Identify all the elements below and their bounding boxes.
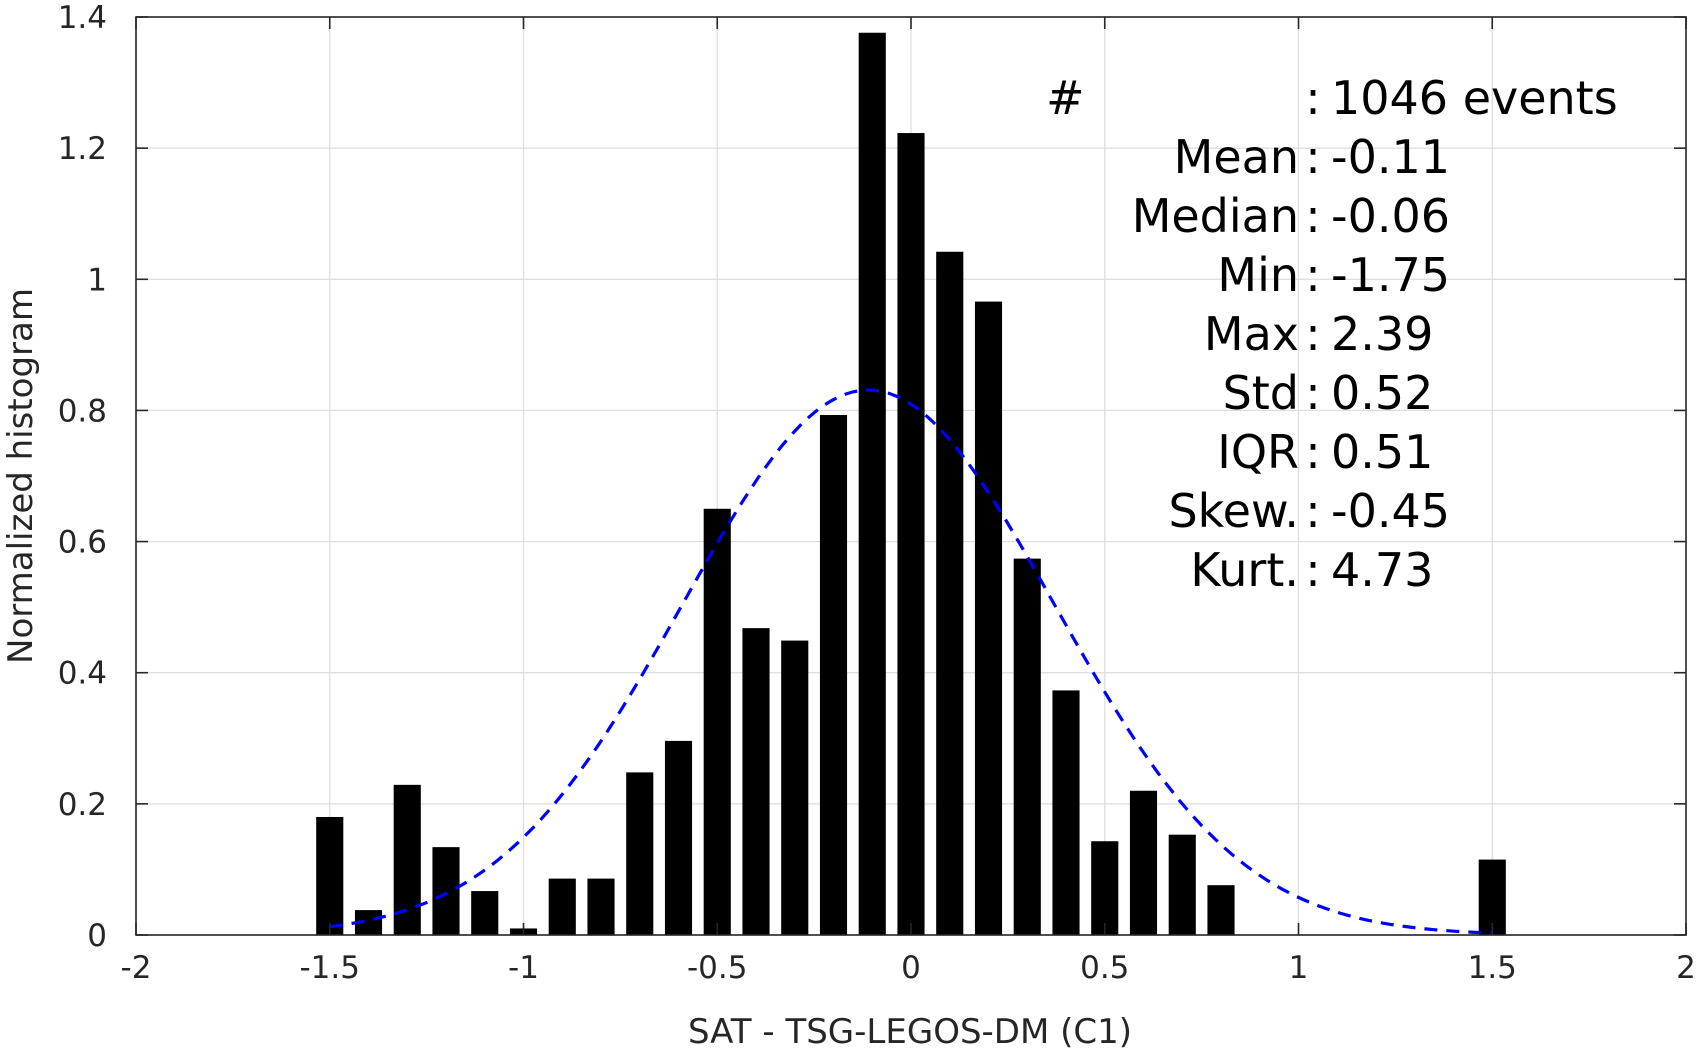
stat-value: -0.11 <box>1331 130 1450 184</box>
histogram-bar <box>626 772 654 935</box>
y-axis-label: Normalized histogram <box>1 288 41 664</box>
x-tick-label: 2 <box>1676 950 1696 986</box>
stat-label: Kurt. <box>1190 543 1299 597</box>
stat-value: 0.51 <box>1331 425 1433 479</box>
y-tick-label: 0.8 <box>58 393 107 429</box>
histogram-bar <box>974 301 1003 936</box>
stat-label: Std <box>1223 366 1299 420</box>
histogram-bar <box>393 784 421 935</box>
stat-colon: : <box>1305 543 1321 597</box>
y-tick-label: 0.6 <box>58 525 107 561</box>
stat-label: Max <box>1204 307 1299 361</box>
stat-label: IQR <box>1217 425 1299 479</box>
x-tick-label: 1 <box>1289 950 1309 986</box>
histogram-bar <box>936 251 964 935</box>
stat-colon: : <box>1305 307 1321 361</box>
x-tick-label: 0.5 <box>1080 950 1129 986</box>
y-tick-label: 0 <box>87 918 107 954</box>
stat-value: -0.06 <box>1331 189 1450 243</box>
x-axis-label: SAT - TSG-LEGOS-DM (C1) <box>688 1012 1132 1052</box>
x-tick-label: 0 <box>901 950 921 986</box>
stat-label: Min <box>1217 248 1299 302</box>
histogram-bar <box>703 508 731 935</box>
stat-value: 2.39 <box>1331 307 1433 361</box>
histogram-bar <box>587 878 615 935</box>
y-tick-label: 1.4 <box>58 0 107 36</box>
histogram-bar <box>1168 834 1196 935</box>
stat-colon: : <box>1305 484 1321 538</box>
x-tick-labels: -2 -1.5 -1 -0.5 0 0.5 1 1.5 2 <box>121 950 1696 986</box>
x-tick-label: -1.5 <box>300 950 361 986</box>
stat-colon: : <box>1305 425 1321 479</box>
histogram-bar <box>1129 790 1158 935</box>
stat-label: Skew. <box>1168 484 1299 538</box>
histogram-bars <box>316 32 1506 936</box>
axis-ticks <box>135 16 1687 936</box>
normal-fit-curve <box>329 388 1493 935</box>
stat-label: Mean <box>1174 130 1299 184</box>
x-tick-label: -1 <box>508 950 539 986</box>
stat-colon: : <box>1305 366 1321 420</box>
stat-value: -0.45 <box>1331 484 1450 538</box>
histogram-bar <box>1013 558 1041 935</box>
histogram-bar <box>858 32 886 936</box>
histogram-bar <box>664 740 693 935</box>
histogram-bar <box>897 133 925 936</box>
histogram-bar <box>781 640 809 935</box>
histogram-bar <box>1091 841 1119 935</box>
y-tick-labels: 0 0.2 0.4 0.6 0.8 1 1.2 1.4 <box>58 0 107 954</box>
y-tick-label: 0.4 <box>58 656 107 692</box>
stat-label: # <box>1046 71 1085 125</box>
stat-label: Median <box>1132 189 1299 243</box>
histogram-bar <box>471 891 499 935</box>
histogram-bar <box>819 415 848 936</box>
y-tick-label: 1 <box>87 262 107 298</box>
histogram-bar <box>1052 690 1080 935</box>
x-tick-label: 1.5 <box>1468 950 1517 986</box>
histogram-bar <box>548 878 576 935</box>
histogram-bar <box>742 628 770 935</box>
histogram-bar <box>432 847 460 935</box>
histogram-bar <box>1478 859 1506 935</box>
histogram-bar <box>316 816 344 935</box>
stat-value: 0.52 <box>1331 366 1433 420</box>
stat-colon: : <box>1305 71 1321 125</box>
stat-value: 1046 events <box>1331 71 1618 125</box>
stat-colon: : <box>1305 248 1321 302</box>
stat-colon: : <box>1305 130 1321 184</box>
stat-value: 4.73 <box>1331 543 1433 597</box>
y-tick-label: 0.2 <box>58 787 107 823</box>
x-tick-label: -0.5 <box>687 950 748 986</box>
stat-colon: : <box>1305 189 1321 243</box>
histogram-bar <box>1207 885 1235 935</box>
x-tick-label: -2 <box>121 950 152 986</box>
stat-value: -1.75 <box>1331 248 1450 302</box>
y-tick-label: 1.2 <box>58 131 107 167</box>
